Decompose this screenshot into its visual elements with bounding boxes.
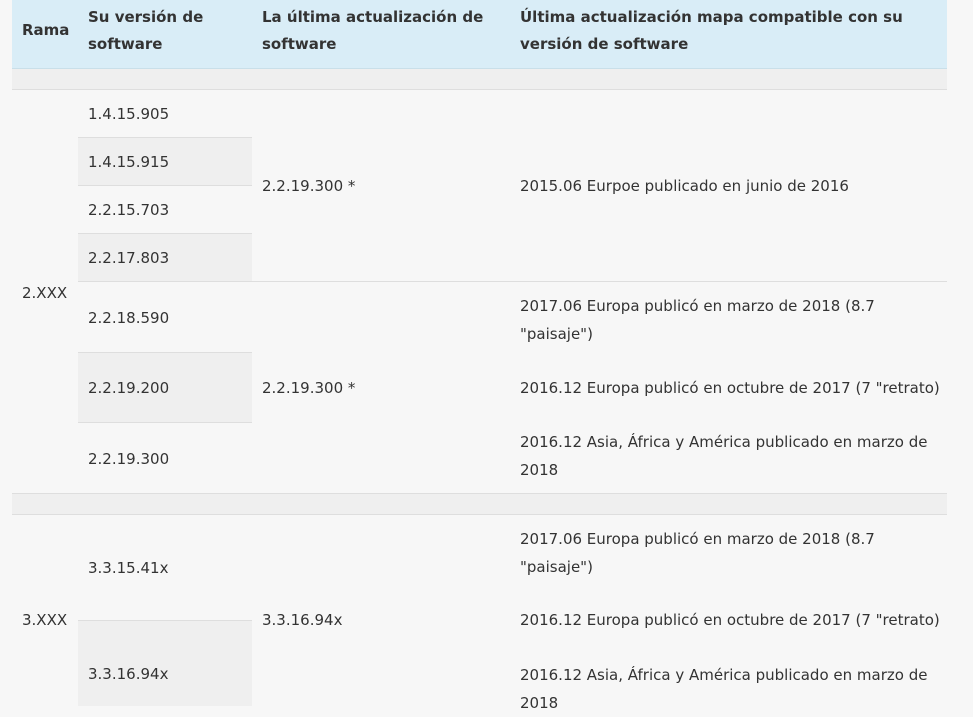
row-divider [78, 281, 947, 282]
version-cell: 2.2.19.200 [88, 379, 170, 397]
row-divider [12, 493, 947, 494]
version-cell: 2.2.17.803 [88, 249, 170, 267]
map-cell: 2017.06 Europa publicó en marzo de 2018 … [520, 530, 875, 576]
row-divider [78, 233, 252, 234]
cell-shade [78, 352, 252, 422]
cell-shade [78, 138, 252, 185]
row-divider [78, 137, 252, 138]
latest-version-cell: 2.2.19.300 * [262, 379, 356, 397]
cell-shade [78, 620, 252, 706]
group-separator [12, 69, 947, 90]
row-divider [78, 620, 252, 621]
header-latest-update: La última actualización de software [262, 8, 484, 53]
version-cell: 1.4.15.905 [88, 105, 170, 123]
group-separator [12, 494, 947, 515]
header-branch: Rama [22, 21, 70, 39]
row-divider [78, 352, 252, 353]
map-cell: 2016.12 Asia, África y América publicado… [520, 433, 928, 479]
map-cell: 2015.06 Eurpoe publicado en junio de 201… [520, 177, 849, 195]
latest-version-cell: 2.2.19.300 * [262, 177, 356, 195]
version-cell: 2.2.15.703 [88, 201, 170, 219]
cell-shade [78, 234, 252, 281]
version-cell: 2.2.18.590 [88, 309, 170, 327]
branch-cell: 3.XXX [22, 611, 68, 629]
latest-version-cell: 3.3.16.94x [262, 611, 343, 629]
header-your-version: Su versión de software [88, 8, 204, 53]
version-cell: 1.4.15.915 [88, 153, 170, 171]
version-cell: 3.3.16.94x [88, 665, 169, 683]
header-map-update: Última actualización mapa compatible con… [520, 8, 903, 53]
map-cell: 2017.06 Europa publicó en marzo de 2018 … [520, 297, 875, 343]
map-cell: 2016.12 Europa publicó en octubre de 201… [520, 611, 940, 629]
row-divider [12, 514, 947, 515]
branch-cell: 2.XXX [22, 284, 68, 302]
row-divider [78, 185, 252, 186]
version-cell: 3.3.15.41x [88, 559, 169, 577]
map-cell: 2016.12 Europa publicó en octubre de 201… [520, 379, 940, 397]
table-header: Rama Su versión de software La última ac… [12, 0, 947, 69]
row-divider [12, 89, 947, 90]
row-divider [78, 422, 252, 423]
version-cell: 2.2.19.300 [88, 450, 170, 468]
map-cell: 2016.12 Asia, África y América publicado… [520, 666, 928, 712]
